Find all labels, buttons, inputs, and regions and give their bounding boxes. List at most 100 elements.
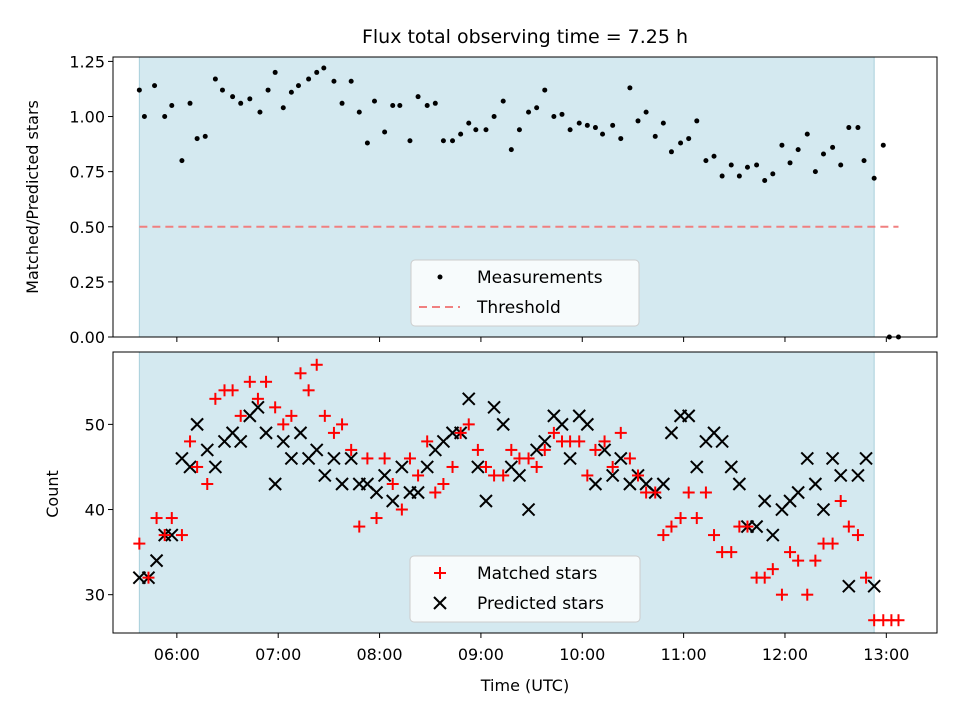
measurement-point bbox=[458, 131, 464, 137]
matched-star-marker bbox=[158, 529, 171, 542]
matched-star-marker bbox=[209, 392, 222, 405]
predicted-star-marker bbox=[555, 417, 569, 432]
measurement-point bbox=[162, 114, 168, 120]
x-tick-label: 10:00 bbox=[559, 645, 605, 664]
bottom-panel: 30 40 50 06:00 07:00 08:00 09:00 10:00 11:00 12:… bbox=[43, 351, 938, 695]
matched-star-marker bbox=[437, 477, 450, 490]
measurement-point bbox=[382, 129, 388, 135]
predicted-star-marker bbox=[816, 502, 831, 517]
predicted-star-marker bbox=[834, 468, 848, 483]
matched-star-marker bbox=[547, 426, 560, 439]
predicted-star-marker bbox=[268, 477, 282, 491]
predicted-star-marker bbox=[200, 443, 214, 457]
measurement-point bbox=[466, 120, 472, 126]
measurement-point bbox=[686, 136, 692, 142]
measurement-point bbox=[652, 133, 658, 139]
matched-star-marker bbox=[826, 537, 839, 550]
predicted-star-marker bbox=[479, 494, 493, 508]
predicted-star-marker bbox=[487, 400, 501, 415]
x-tick-label: 11:00 bbox=[661, 645, 707, 664]
predicted-star-marker bbox=[538, 434, 552, 449]
matched-star-marker bbox=[690, 512, 703, 525]
measurement-point bbox=[627, 85, 633, 91]
measurement-point bbox=[272, 69, 278, 75]
x-tick-label: 09:00 bbox=[458, 645, 504, 664]
measurement-point bbox=[356, 109, 362, 115]
matched-star-marker bbox=[589, 443, 602, 456]
measurement-point bbox=[770, 171, 776, 177]
predicted-star-marker bbox=[580, 417, 595, 432]
matched-star-marker bbox=[462, 418, 475, 431]
measurement-point bbox=[295, 83, 301, 89]
matched-star-marker bbox=[386, 477, 399, 490]
predicted-star-marker bbox=[851, 468, 865, 483]
matched-star-markers bbox=[133, 358, 905, 627]
predicted-star-marker bbox=[732, 477, 747, 491]
measurement-point bbox=[744, 164, 750, 170]
matched-star-marker bbox=[150, 512, 163, 525]
matched-star-marker bbox=[649, 486, 662, 499]
predicted-star-marker bbox=[462, 392, 476, 406]
measurement-point bbox=[795, 147, 801, 153]
matched-star-marker bbox=[226, 384, 239, 397]
matched-star-marker bbox=[842, 520, 855, 533]
measurement-point bbox=[871, 175, 877, 181]
measurement-point bbox=[719, 173, 725, 179]
measurement-point bbox=[500, 98, 506, 104]
matched-star-marker bbox=[403, 452, 416, 465]
measurement-point bbox=[600, 131, 606, 137]
matched-star-marker bbox=[497, 469, 510, 482]
measurement-point bbox=[787, 160, 793, 166]
legend-measurement-marker bbox=[437, 274, 443, 280]
measurement-point bbox=[212, 76, 218, 82]
measurement-point bbox=[187, 100, 193, 106]
predicted-star-marker bbox=[859, 451, 873, 466]
measurement-point bbox=[736, 173, 742, 179]
measurement-point bbox=[238, 100, 244, 106]
legend-predicted-label: Predicted stars bbox=[477, 594, 604, 614]
measurement-point bbox=[450, 138, 456, 144]
measurement-point bbox=[397, 103, 403, 109]
measurement-point bbox=[694, 118, 700, 124]
matched-star-marker bbox=[766, 563, 779, 576]
matched-star-marker bbox=[606, 460, 619, 473]
top-y-axis-label: Matched/Predicted stars bbox=[23, 100, 42, 294]
y-tick-label: 50 bbox=[85, 415, 105, 434]
matched-star-marker bbox=[892, 614, 905, 627]
y-tick-label: 0.50 bbox=[69, 218, 105, 237]
matched-star-marker bbox=[421, 435, 434, 448]
predicted-star-marker bbox=[690, 460, 704, 474]
matched-star-marker bbox=[243, 375, 256, 388]
matched-star-marker bbox=[302, 384, 315, 397]
measurement-point bbox=[288, 89, 294, 95]
predicted-star-marker bbox=[656, 477, 671, 491]
matched-star-marker bbox=[699, 486, 712, 499]
matched-star-marker bbox=[201, 477, 214, 490]
predicted-star-marker bbox=[318, 468, 332, 483]
top-legend: Measurements Threshold bbox=[410, 259, 640, 327]
measurement-point bbox=[364, 140, 370, 146]
top-x-ticks bbox=[176, 337, 887, 342]
measurement-point bbox=[339, 100, 345, 106]
measurement-point bbox=[779, 142, 785, 148]
measurement-point bbox=[508, 147, 514, 153]
bottom-axes-frame bbox=[112, 351, 938, 634]
measurement-point bbox=[812, 169, 818, 175]
measurement-point bbox=[516, 127, 522, 133]
predicted-star-marker bbox=[715, 434, 729, 449]
y-tick-label: 0.25 bbox=[69, 273, 105, 292]
matched-star-marker bbox=[784, 546, 797, 559]
matched-star-marker bbox=[860, 571, 873, 584]
measurement-point bbox=[643, 109, 649, 115]
measurement-point bbox=[584, 122, 590, 128]
measurement-point bbox=[265, 87, 271, 93]
matched-star-marker bbox=[725, 546, 738, 559]
y-tick-label: 1.25 bbox=[69, 52, 105, 71]
predicted-star-marker bbox=[276, 434, 290, 449]
legend-predicted-marker bbox=[433, 596, 447, 610]
matched-star-marker bbox=[191, 460, 204, 473]
measurement-point bbox=[424, 103, 430, 109]
matched-star-marker bbox=[429, 486, 442, 499]
predicted-star-marker bbox=[681, 409, 696, 423]
